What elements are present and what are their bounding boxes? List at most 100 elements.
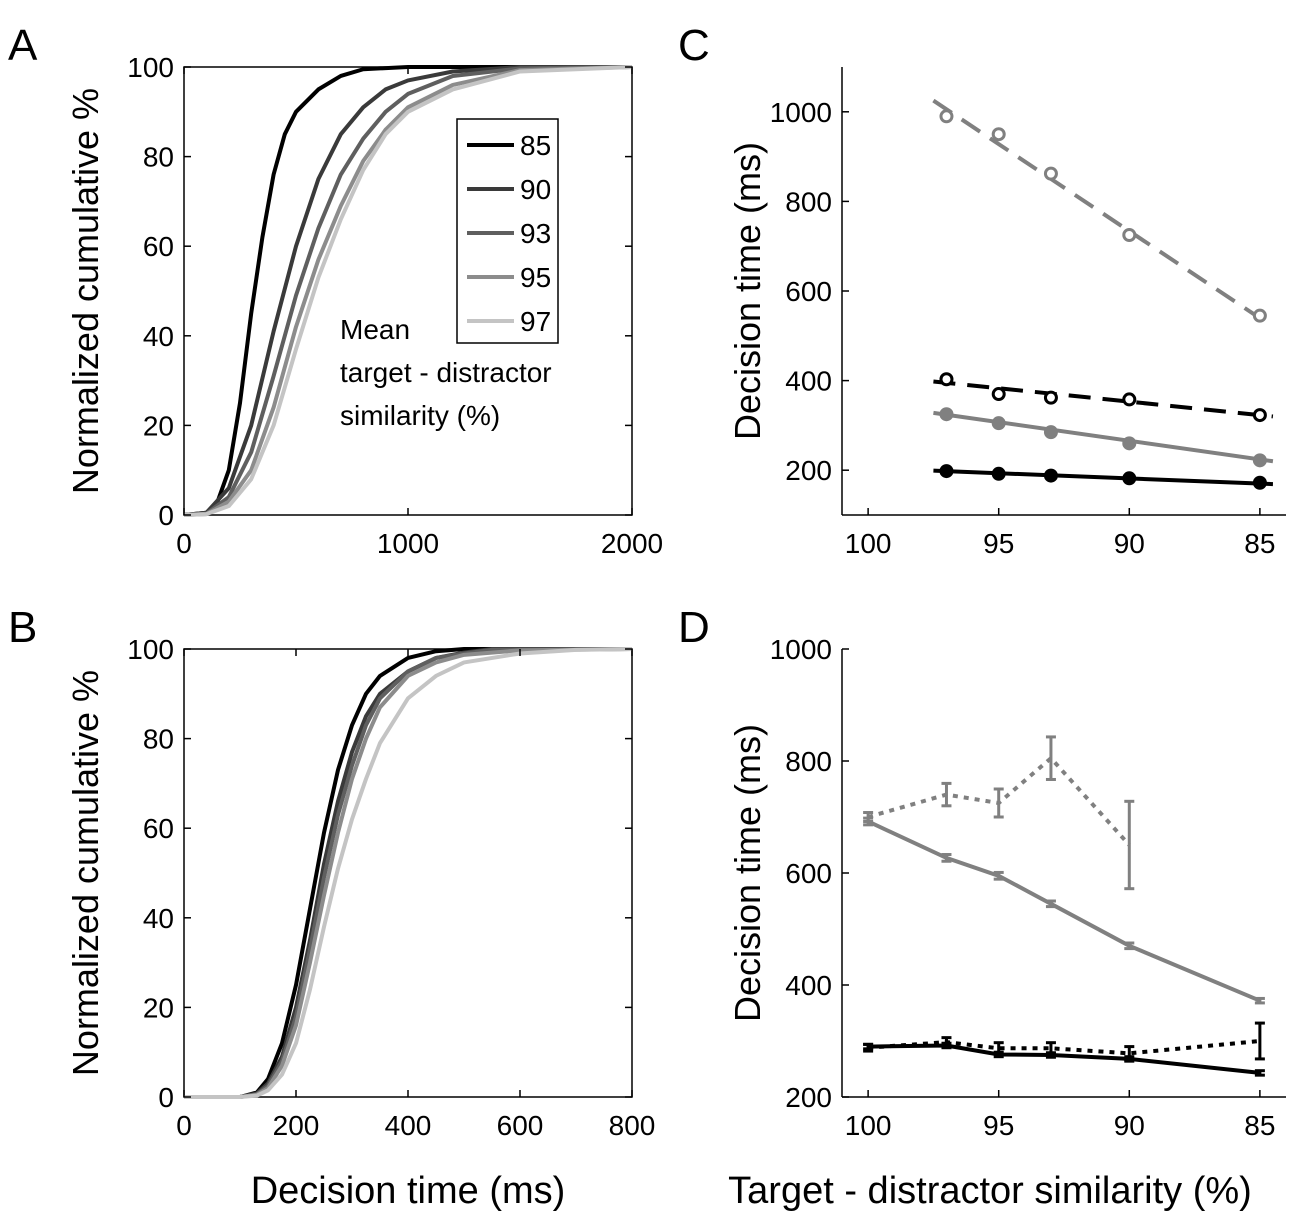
data-point [1122,228,1137,242]
data-point [1043,166,1058,181]
y-tick-label-b: 20 [143,992,174,1023]
y-axis-label-c: Decision time (ms) [727,142,768,440]
x-tick-label-b: 0 [176,1110,192,1141]
data-point [991,416,1006,431]
panel-letter-a: A [8,21,38,70]
data-point [1122,392,1137,407]
legend-label-90: 90 [520,174,551,205]
y-tick-label-c: 800 [785,186,832,217]
y-tick-label-c: 600 [785,276,832,307]
y-axis-label-d: Decision time (ms) [727,724,768,1022]
legend-a: 85 90 93 95 97 [456,118,559,344]
fit-line-0 [932,98,1275,329]
x-tick-label-c: 85 [1244,528,1275,559]
x-tick-label-b: 600 [497,1110,544,1141]
legend-annotation-line: target - distractor [340,357,552,388]
cdf-line-95 [184,647,633,1099]
x-tick-label-d: 95 [983,1110,1014,1141]
x-tick-label-d: 90 [1114,1110,1145,1141]
fit-line-3 [933,468,1274,487]
data-point [1252,453,1267,468]
y-axis-label-b: Normalized cumulative % [65,670,106,1076]
data-point [1043,468,1058,483]
x-tick-label-c: 95 [983,528,1014,559]
y-tick-label-d: 400 [785,970,832,1001]
y-tick-label-c: 400 [785,366,832,397]
data-point [1252,408,1267,423]
data-point [1122,471,1137,486]
legend-label-95: 95 [520,262,551,293]
data-point [991,127,1006,142]
mean-line-1 [867,819,1261,1003]
y-tick-label-b: 60 [143,813,174,844]
y-tick-label-b: 0 [158,1082,174,1113]
x-tick-label-d: 100 [845,1110,892,1141]
cdf-line-85 [183,65,632,517]
cdf-line-97 [184,647,633,1099]
panel-c: 100 95 90 85 200 400 600 800 1000 Decision time … [727,67,1286,559]
data-point [1252,308,1267,323]
legend-label-85: 85 [520,130,551,161]
x-tick-label-b: 800 [609,1110,656,1141]
y-tick-label-d: 800 [785,746,832,777]
x-tick-label-b: 200 [273,1110,320,1141]
x-tick-label-a: 2000 [601,528,663,559]
cdf-line-93 [183,65,633,517]
y-tick-label-a: 20 [143,410,174,441]
legend-label-97: 97 [520,306,551,337]
x-axis-label-left: Decision time (ms) [251,1170,566,1212]
y-tick-label-b: 40 [143,903,174,934]
cdf-line-90 [184,647,632,1099]
panel-b: 0 200 400 600 800 0 20 40 60 80 100 Normalized cum… [65,634,655,1141]
cdf-line-85 [184,647,632,1099]
fit-line-1 [933,379,1274,419]
panel-letter-b: B [8,603,37,652]
data-point [1252,475,1267,490]
y-tick-label-a: 60 [143,231,174,262]
mean-line-2 [867,1039,1261,1056]
cdf-line-93 [184,647,633,1099]
data-point [939,109,954,124]
panel-a: 0 1000 2000 0 20 40 60 80 100 Normalized cumulat… [65,52,663,559]
legend-label-93: 93 [520,218,551,249]
x-tick-label-a: 0 [176,528,192,559]
panel-d: 100 95 90 85 200 400 600 800 1000 Decision time … [727,634,1286,1141]
data-point [1043,425,1058,440]
x-tick-label-a: 1000 [377,528,439,559]
y-tick-label-b: 100 [127,634,174,665]
plot-frame-b [183,648,633,1098]
cdf-line-97 [183,65,633,517]
x-axis-label-right: Target - distractor similarity (%) [728,1170,1252,1212]
x-tick-label-d: 85 [1244,1110,1275,1141]
y-tick-label-a: 100 [127,52,174,83]
y-tick-label-c: 200 [785,455,832,486]
y-tick-label-a: 0 [158,500,174,531]
data-point [991,466,1006,481]
panel-letter-d: D [678,603,710,652]
y-tick-label-b: 80 [143,724,174,755]
y-tick-label-c: 1000 [770,97,832,128]
legend-annotation-line: similarity (%) [340,400,500,431]
mean-line-3 [868,1043,1261,1075]
y-tick-label-a: 40 [143,321,174,352]
y-tick-label-d: 200 [785,1082,832,1113]
data-point [939,372,954,387]
data-point [1122,436,1137,451]
data-point [991,387,1006,402]
x-tick-label-c: 90 [1114,528,1145,559]
cdf-line-95 [183,65,633,517]
x-tick-label-b: 400 [385,1110,432,1141]
cdf-line-90 [183,65,632,517]
data-point [939,407,954,422]
y-tick-label-d: 1000 [770,634,832,665]
y-tick-label-d: 600 [785,858,832,889]
data-point [1043,390,1058,405]
panel-letter-c: C [678,21,710,70]
legend-annotation-line: Mean [340,314,410,345]
x-tick-label-c: 100 [845,528,892,559]
y-tick-label-a: 80 [143,142,174,173]
data-point [939,464,954,479]
fit-line-2 [933,410,1274,464]
y-axis-label-a: Normalized cumulative % [65,88,106,494]
